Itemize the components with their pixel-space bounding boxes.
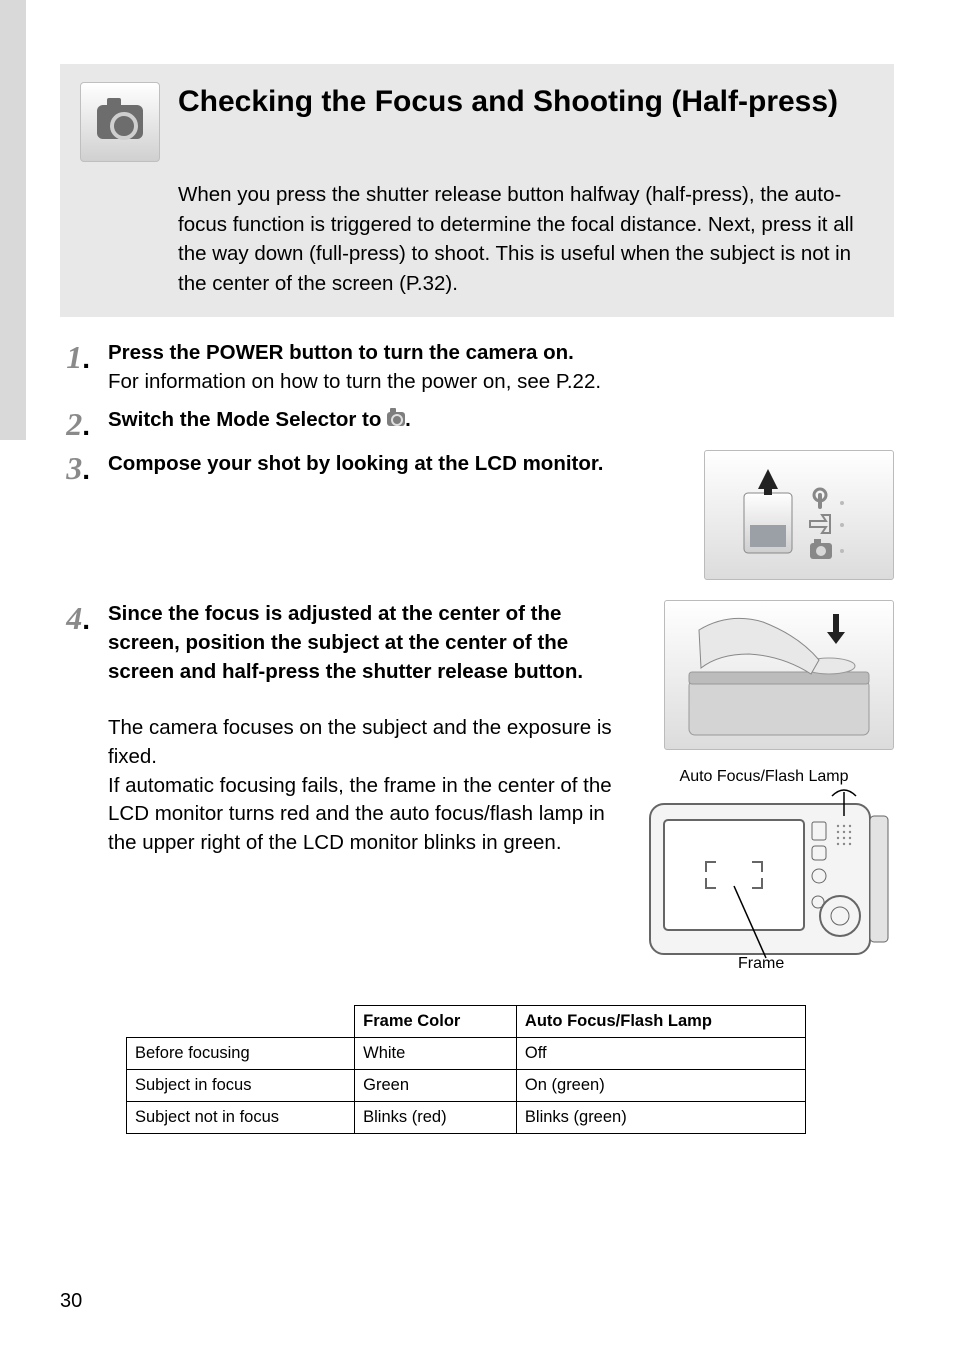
step-number: 1. — [60, 339, 90, 373]
camera-icon — [80, 82, 160, 162]
step-number: 2. — [60, 406, 90, 440]
section-intro-block: When you press the shutter release butto… — [60, 180, 894, 317]
table-row: Before focusing White Off — [127, 1038, 806, 1070]
step-4: 4. Since the focus is adjusted at the ce… — [60, 600, 894, 981]
manual-page: Checking the Focus and Shooting (Half-pr… — [0, 0, 954, 1351]
step-bold: Press the POWER button to turn the camer… — [108, 341, 574, 364]
step-body: Compose your shot by looking at the LCD … — [108, 450, 686, 479]
step-number: 3. — [60, 450, 90, 484]
section-title: Checking the Focus and Shooting (Half-pr… — [178, 84, 838, 120]
mode-selector-illustration — [704, 450, 894, 586]
frame-label: Frame — [738, 955, 784, 973]
page-number: 30 — [60, 1290, 82, 1313]
step-bold: Since the focus is adjusted at the cente… — [108, 602, 583, 682]
focus-status-table: Frame Color Auto Focus/Flash Lamp Before… — [126, 1005, 806, 1134]
step-bold-pre: Switch the Mode Selector to — [108, 408, 387, 431]
cell: Subject in focus — [127, 1070, 355, 1102]
col-af-lamp: Auto Focus/Flash Lamp — [516, 1006, 805, 1038]
step-number-digit: 2 — [66, 406, 82, 442]
mode-dial-icon — [724, 465, 874, 565]
cell: Before focusing — [127, 1038, 355, 1070]
section-intro: When you press the shutter release butto… — [178, 180, 864, 299]
section-header: Checking the Focus and Shooting (Half-pr… — [60, 64, 894, 180]
half-press-illustration — [664, 600, 894, 750]
step-sub: For information on how to turn the power… — [108, 370, 601, 393]
side-tab — [0, 0, 26, 440]
cell: Blinks (red) — [355, 1102, 517, 1134]
step-body: Press the POWER button to turn the camer… — [108, 339, 894, 396]
table-row: Subject not in focus Blinks (red) Blinks… — [127, 1102, 806, 1134]
af-lamp-caption: Auto Focus/Flash Lamp — [634, 768, 894, 786]
step-2: 2. Switch the Mode Selector to . — [60, 406, 894, 440]
step-body: Switch the Mode Selector to . — [108, 406, 894, 435]
step-bold-post: . — [405, 408, 411, 431]
step-para1: The camera focuses on the subject and th… — [108, 716, 612, 768]
cell: On (green) — [516, 1070, 805, 1102]
step-number-digit: 1 — [66, 339, 82, 375]
step-1: 1. Press the POWER button to turn the ca… — [60, 339, 894, 396]
cell: Subject not in focus — [127, 1102, 355, 1134]
step-number-digit: 4 — [66, 600, 82, 636]
camera-back-illustration: Frame — [644, 786, 894, 981]
cell: Green — [355, 1070, 517, 1102]
step-number: 4. — [60, 600, 90, 634]
step-number-digit: 3 — [66, 450, 82, 486]
cell: Blinks (green) — [516, 1102, 805, 1134]
cell: White — [355, 1038, 517, 1070]
col-frame-color: Frame Color — [355, 1006, 517, 1038]
steps-list: 1. Press the POWER button to turn the ca… — [40, 339, 894, 981]
step4-illustrations: Auto Focus/Flash Lamp — [634, 600, 894, 981]
table-header-row: Frame Color Auto Focus/Flash Lamp — [127, 1006, 806, 1038]
table-row: Subject in focus Green On (green) — [127, 1070, 806, 1102]
step-para2: If automatic focusing fails, the frame i… — [108, 774, 612, 854]
step-3: 3. Compose your shot by looking at the L… — [60, 450, 894, 586]
step-body: Since the focus is adjusted at the cente… — [108, 600, 616, 858]
cell: Off — [516, 1038, 805, 1070]
step-bold: Compose your shot by looking at the LCD … — [108, 452, 603, 475]
camera-mode-icon — [387, 412, 405, 426]
